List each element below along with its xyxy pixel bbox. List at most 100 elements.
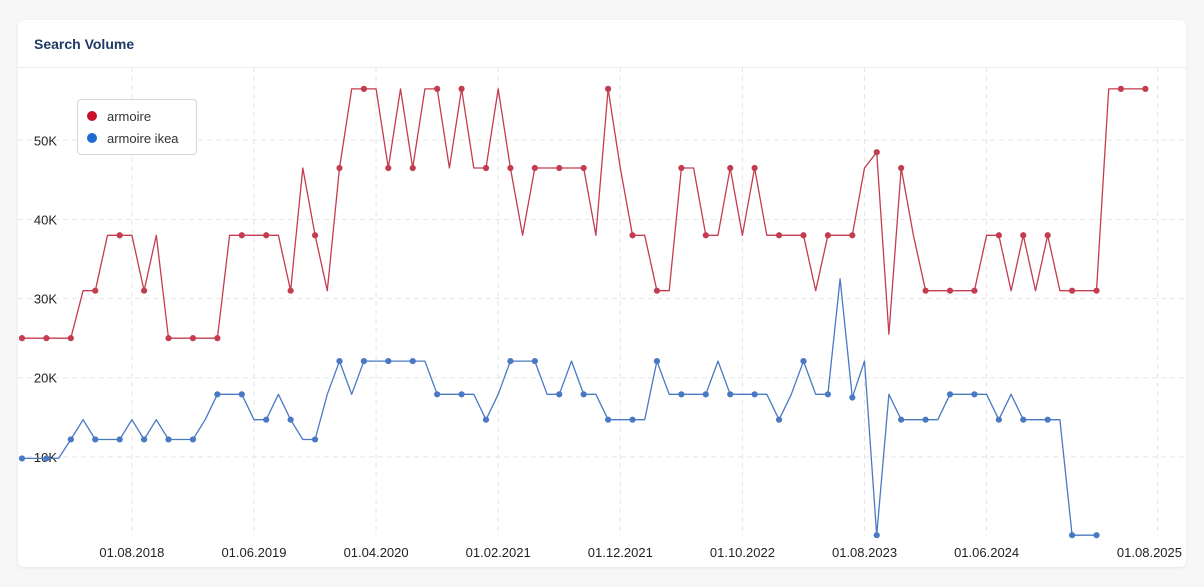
legend-marker-armoire	[87, 111, 97, 121]
data-point-armoire	[116, 232, 123, 239]
data-point-armoire	[946, 287, 954, 294]
data-point-armoire	[1142, 85, 1149, 92]
data-point-armoire-ikea	[67, 436, 74, 443]
data-point-armoire	[189, 335, 197, 342]
data-point-armoire	[482, 164, 490, 172]
data-point-armoire	[360, 85, 367, 92]
data-point-armoire-ikea	[849, 394, 856, 401]
data-point-armoire-ikea	[702, 391, 709, 398]
data-point-armoire-ikea	[214, 391, 221, 398]
data-point-armoire-ikea	[409, 358, 416, 365]
data-point-armoire	[214, 335, 221, 342]
legend-label-armoire-ikea: armoire ikea	[107, 130, 179, 146]
legend-item-armoire-ikea[interactable]: armoire ikea	[87, 129, 179, 147]
data-point-armoire-ikea	[141, 436, 148, 443]
card-title: Search Volume	[34, 36, 135, 52]
data-point-armoire-ikea	[43, 455, 50, 462]
data-point-armoire-ikea	[727, 391, 734, 398]
data-point-armoire-ikea	[605, 416, 612, 423]
data-point-armoire	[556, 164, 563, 172]
data-point-armoire-ikea	[995, 416, 1002, 423]
data-point-armoire-ikea	[482, 416, 490, 423]
data-point-armoire-ikea	[824, 391, 831, 398]
data-point-armoire	[702, 232, 709, 239]
data-point-armoire	[67, 335, 74, 342]
x-tick-label: 01.08.2025	[1117, 545, 1182, 560]
data-point-armoire-ikea	[1020, 416, 1027, 423]
data-point-armoire-ikea	[775, 416, 783, 423]
data-point-armoire	[263, 232, 270, 239]
y-tick-label: 30K	[34, 292, 57, 307]
data-point-armoire-ikea	[531, 358, 538, 365]
data-point-armoire	[18, 335, 26, 342]
data-point-armoire	[824, 232, 831, 239]
data-point-armoire	[141, 287, 148, 294]
data-point-armoire	[971, 287, 978, 294]
data-point-armoire-ikea	[751, 391, 758, 398]
data-point-armoire	[800, 232, 807, 239]
data-point-armoire-ikea	[165, 436, 172, 443]
data-point-armoire-ikea	[580, 391, 587, 398]
data-point-armoire-ikea	[92, 436, 99, 443]
data-point-armoire-ikea	[336, 358, 343, 365]
data-point-armoire-ikea	[385, 358, 392, 365]
data-point-armoire-ikea	[800, 358, 807, 365]
data-point-armoire	[995, 232, 1002, 239]
data-point-armoire	[385, 164, 392, 172]
series-line-armoire-ikea	[22, 278, 1097, 536]
data-point-armoire	[653, 287, 661, 294]
x-tick-label: 01.06.2019	[221, 545, 286, 560]
data-point-armoire	[1020, 232, 1027, 239]
data-point-armoire-ikea	[311, 436, 319, 443]
data-point-armoire	[458, 85, 465, 92]
legend-item-armoire[interactable]: armoire	[87, 107, 151, 125]
data-point-armoire-ikea	[189, 436, 197, 443]
data-point-armoire	[629, 232, 636, 239]
data-point-armoire-ikea	[116, 436, 123, 443]
data-point-armoire-ikea	[678, 391, 685, 398]
data-point-armoire-ikea	[1044, 416, 1051, 423]
x-tick-label: 01.02.2021	[466, 545, 531, 560]
x-tick-label: 01.10.2022	[710, 545, 775, 560]
data-point-armoire	[507, 164, 514, 172]
y-tick-label: 20K	[34, 371, 57, 386]
data-point-armoire-ikea	[873, 532, 880, 539]
data-point-armoire-ikea	[1069, 532, 1076, 539]
data-point-armoire-ikea	[653, 358, 661, 365]
data-point-armoire	[531, 164, 538, 172]
data-point-armoire	[238, 232, 245, 239]
data-point-armoire-ikea	[556, 391, 563, 398]
data-point-armoire-ikea	[238, 391, 245, 398]
x-tick-label: 01.08.2023	[832, 545, 897, 560]
y-tick-label: 40K	[34, 212, 57, 227]
data-point-armoire	[922, 287, 929, 294]
data-point-armoire	[336, 164, 343, 172]
data-point-armoire-ikea	[1093, 532, 1100, 539]
search-volume-card: Search Volume 10K20K30K40K50K01.08.20180…	[18, 20, 1186, 567]
data-point-armoire-ikea	[629, 416, 636, 423]
data-point-armoire-ikea	[434, 391, 441, 398]
data-point-armoire	[311, 232, 319, 239]
x-tick-label: 01.04.2020	[344, 545, 409, 560]
card-header: Search Volume	[18, 20, 1186, 68]
x-tick-label: 01.08.2018	[99, 545, 164, 560]
data-point-armoire-ikea	[18, 455, 26, 462]
data-point-armoire	[287, 287, 294, 294]
data-point-armoire	[1093, 287, 1100, 294]
data-point-armoire-ikea	[971, 391, 978, 398]
data-point-armoire	[678, 164, 685, 172]
chart-legend: armoire armoire ikea	[77, 99, 197, 155]
data-point-armoire-ikea	[922, 416, 929, 423]
x-tick-label: 01.12.2021	[588, 545, 653, 560]
data-point-armoire-ikea	[287, 416, 294, 423]
data-point-armoire-ikea	[263, 416, 270, 423]
data-point-armoire-ikea	[360, 358, 367, 365]
data-point-armoire	[1044, 232, 1051, 239]
data-point-armoire	[873, 149, 880, 156]
y-tick-label: 50K	[34, 133, 57, 148]
data-point-armoire-ikea	[507, 358, 514, 365]
data-point-armoire-ikea	[898, 416, 905, 423]
data-point-armoire	[409, 164, 416, 172]
data-point-armoire	[1117, 85, 1125, 92]
x-tick-label: 01.06.2024	[954, 545, 1019, 560]
